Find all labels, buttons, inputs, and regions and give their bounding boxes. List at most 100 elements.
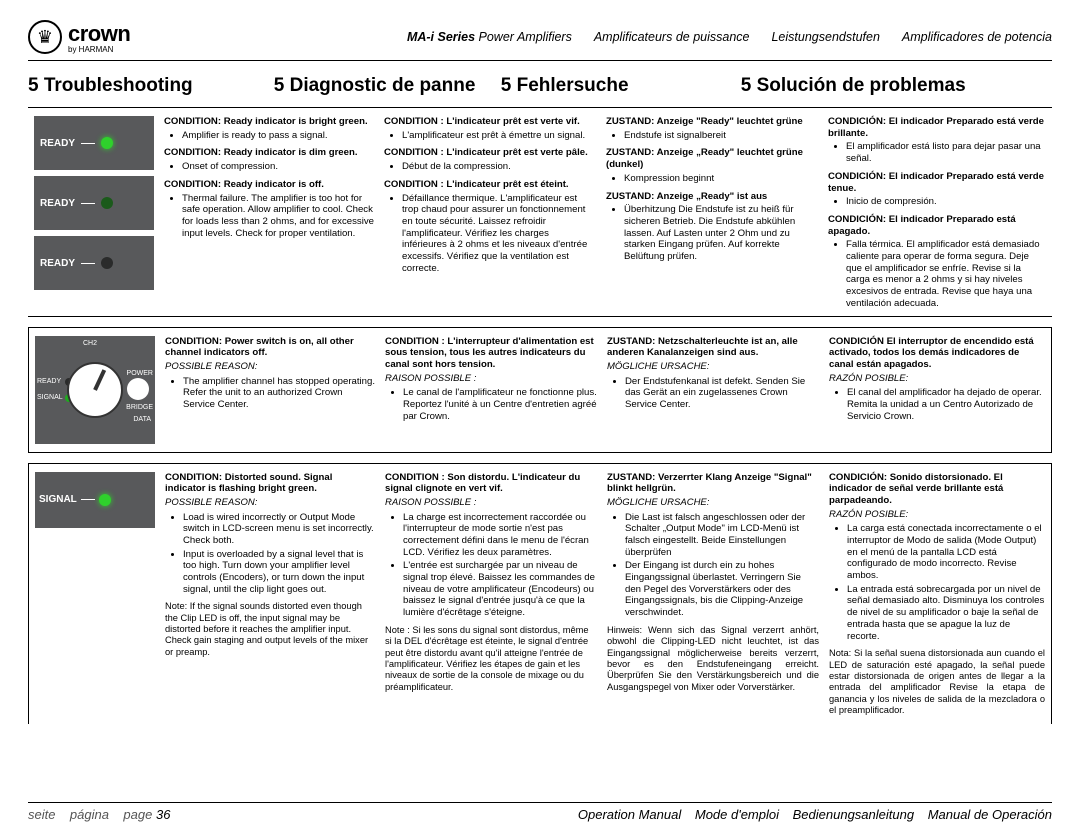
b2-fr-head: CONDITION : L'interrupteur d'alimentatio…	[385, 336, 597, 371]
block-ready-indicator: READY READY READY CONDITION: Ready indic…	[28, 107, 1052, 317]
b1-fr-c3-b1: Défaillance thermique. L'amplificateur e…	[402, 193, 596, 275]
b3-fr-note: Note : Si les sons du signal sont distor…	[385, 625, 597, 693]
b1-fr-c2-b1: Début de la compression.	[402, 161, 596, 173]
b1-de-c3-b1: Überhitzung Die Endstufe ist zu heiß für…	[624, 204, 818, 263]
power-button-icon	[127, 378, 149, 400]
block-distorted-sound: SIGNAL CONDITION: Distorted sound. Signa…	[28, 463, 1052, 725]
footer-man-de: Bedienungsanleitung	[793, 807, 914, 822]
page-header: ♛ crown by HARMAN MA-i Series Power Ampl…	[28, 20, 1052, 61]
b3-es-reason: RAZÓN POSIBLE:	[829, 509, 1045, 521]
led-off-icon	[101, 257, 113, 269]
section-es: 5 Solución de problemas	[741, 75, 1052, 97]
b3-en-b2: Input is overloaded by a signal level th…	[183, 549, 375, 596]
panel-image: CH2 READY SIGNAL POWER BRIDGE DATA	[35, 336, 155, 444]
led-line-icon	[81, 499, 95, 500]
b1-en-c2: CONDITION: Ready indicator is dim green.	[164, 147, 374, 159]
b3-de-reason: MÖGLICHE URSACHE:	[607, 497, 819, 509]
footer-man-en: Operation Manual	[578, 807, 681, 822]
footer-num: 36	[156, 807, 170, 822]
b1-fr-c1-b1: L'amplificateur est prêt à émettre un si…	[402, 130, 596, 142]
footer-man-es: Manual de Operación	[928, 807, 1052, 822]
signal-image: SIGNAL	[35, 472, 155, 717]
panel-power: POWER	[127, 370, 153, 377]
b1-de-c1: ZUSTAND: Anzeige "Ready" leuchtet grüne	[606, 116, 818, 128]
header-titles: MA-i Series Power Amplifiers Amplificate…	[407, 30, 1052, 44]
b1-de-c3: ZUSTAND: Anzeige „Ready" ist aus	[606, 191, 818, 203]
block-power-switch: CH2 READY SIGNAL POWER BRIDGE DATA CONDI…	[28, 327, 1052, 453]
b3-de-b1: Die Last ist falsch angeschlossen oder d…	[625, 512, 819, 559]
footer-man-fr: Mode d'emploi	[695, 807, 779, 822]
b1-en-c3: CONDITION: Ready indicator is off.	[164, 179, 374, 191]
b2-fr-b1: Le canal de l'amplificateur ne fonctionn…	[403, 387, 597, 422]
footer-page: seite página page 36	[28, 807, 170, 822]
b1-en-c3-b1: Thermal failure. The amplifier is too ho…	[182, 193, 374, 240]
block2-de: ZUSTAND: Netzschalterleuchte ist an, all…	[607, 336, 819, 444]
block2-es: CONDICIÓN El interruptor de encendido es…	[829, 336, 1045, 444]
ready-label-2: READY	[40, 198, 75, 209]
block3-es: CONDICIÓN: Sonido distorsionado. El indi…	[829, 472, 1045, 717]
b1-es-c2-b1: Inicio de compresión.	[846, 196, 1046, 208]
b3-de-b2: Der Eingang ist durch ein zu hohes Einga…	[625, 560, 819, 619]
panel-signal: SIGNAL	[37, 394, 63, 401]
b2-de-head: ZUSTAND: Netzschalterleuchte ist an, all…	[607, 336, 819, 359]
b2-fr-reason: RAISON POSSIBLE :	[385, 373, 597, 385]
section-headings: 5 Troubleshooting 5 Diagnostic de panne …	[28, 75, 1052, 97]
b2-de-b1: Der Endstufenkanal ist defekt. Senden Si…	[625, 376, 819, 411]
b1-es-c1: CONDICIÓN: El indicador Preparado está v…	[828, 116, 1046, 139]
signal-label: SIGNAL	[39, 494, 77, 505]
b3-es-head: CONDICIÓN: Sonido distorsionado. El indi…	[829, 472, 1045, 507]
panel-ready: READY	[37, 378, 61, 385]
b3-en-head: CONDITION: Distorted sound. Signal indic…	[165, 472, 375, 495]
b1-de-c1-b1: Endstufe ist signalbereit	[624, 130, 818, 142]
block3-de: ZUSTAND: Verzerrter Klang Anzeige "Signa…	[607, 472, 819, 717]
brand-name: crown	[68, 21, 130, 47]
b1-de-c2: ZUSTAND: Anzeige „Ready" leuchtet grüne …	[606, 147, 818, 170]
b1-de-c2-b1: Kompression beginnt	[624, 173, 818, 185]
block1-de: ZUSTAND: Anzeige "Ready" leuchtet grüne …	[606, 116, 818, 316]
b1-fr-c1: CONDITION : L'indicateur prêt est verte …	[384, 116, 596, 128]
b1-en-c1: CONDITION: Ready indicator is bright gre…	[164, 116, 374, 128]
led-dim-icon	[101, 197, 113, 209]
knob-icon	[67, 362, 123, 418]
ready-label: READY	[40, 138, 75, 149]
b1-fr-c3: CONDITION : L'indicateur prêt est éteint…	[384, 179, 596, 191]
ready-label-3: READY	[40, 258, 75, 269]
section-fr: 5 Diagnostic de panne	[274, 75, 501, 97]
header-title-en: MA-i Series Power Amplifiers	[407, 30, 572, 44]
block3-en: CONDITION: Distorted sound. Signal indic…	[165, 472, 375, 717]
amp-panel-icon: CH2 READY SIGNAL POWER BRIDGE DATA	[35, 336, 155, 444]
b3-es-b2: La entrada está sobrecargada por un nive…	[847, 584, 1045, 643]
b2-es-head: CONDICIÓN El interruptor de encendido es…	[829, 336, 1045, 371]
ready-off-box: READY	[34, 236, 154, 290]
ready-dim-box: READY	[34, 176, 154, 230]
b1-en-c2-b1: Onset of compression.	[182, 161, 374, 173]
b2-en-head: CONDITION: Power switch is on, all other…	[165, 336, 375, 359]
ready-indicator-images: READY READY READY	[34, 116, 154, 316]
section-en: 5 Troubleshooting	[28, 75, 274, 97]
crown-icon: ♛	[28, 20, 62, 54]
ready-bright-box: READY	[34, 116, 154, 170]
section-de: 5 Fehlersuche	[501, 75, 741, 97]
panel-data: DATA	[133, 416, 151, 423]
series-bold: MA-i Series	[407, 30, 475, 44]
led-bright-icon	[101, 137, 113, 149]
block2-en: CONDITION: Power switch is on, all other…	[165, 336, 375, 444]
b3-en-reason: POSSIBLE REASON:	[165, 497, 375, 509]
b1-fr-c2: CONDITION : L'indicateur prêt est verte …	[384, 147, 596, 159]
b3-de-head: ZUSTAND: Verzerrter Klang Anzeige "Signa…	[607, 472, 819, 495]
b3-fr-b1: La charge est incorrectement raccordée o…	[403, 512, 597, 559]
b3-fr-b2: L'entrée est surchargée par un niveau de…	[403, 560, 597, 619]
panel-bridge: BRIDGE	[126, 404, 153, 411]
led-line-icon	[81, 143, 95, 144]
block1-fr: CONDITION : L'indicateur prêt est verte …	[384, 116, 596, 316]
footer-es: página	[70, 807, 109, 822]
block3-fr: CONDITION : Son distordu. L'indicateur d…	[385, 472, 597, 717]
b1-es-c1-b1: El amplificador está listo para dejar pa…	[846, 141, 1046, 164]
b2-en-b1: The amplifier channel has stopped operat…	[183, 376, 375, 411]
b2-es-b1: El canal del amplificador ha dejado de o…	[847, 387, 1045, 422]
block1-en: CONDITION: Ready indicator is bright gre…	[164, 116, 374, 316]
b3-en-note: Note: If the signal sounds distorted eve…	[165, 601, 375, 658]
b3-en-b1: Load is wired incorrectly or Output Mode…	[183, 512, 375, 547]
b2-de-reason: MÖGLICHE URSACHE:	[607, 361, 819, 373]
panel-ch: CH2	[83, 340, 97, 347]
